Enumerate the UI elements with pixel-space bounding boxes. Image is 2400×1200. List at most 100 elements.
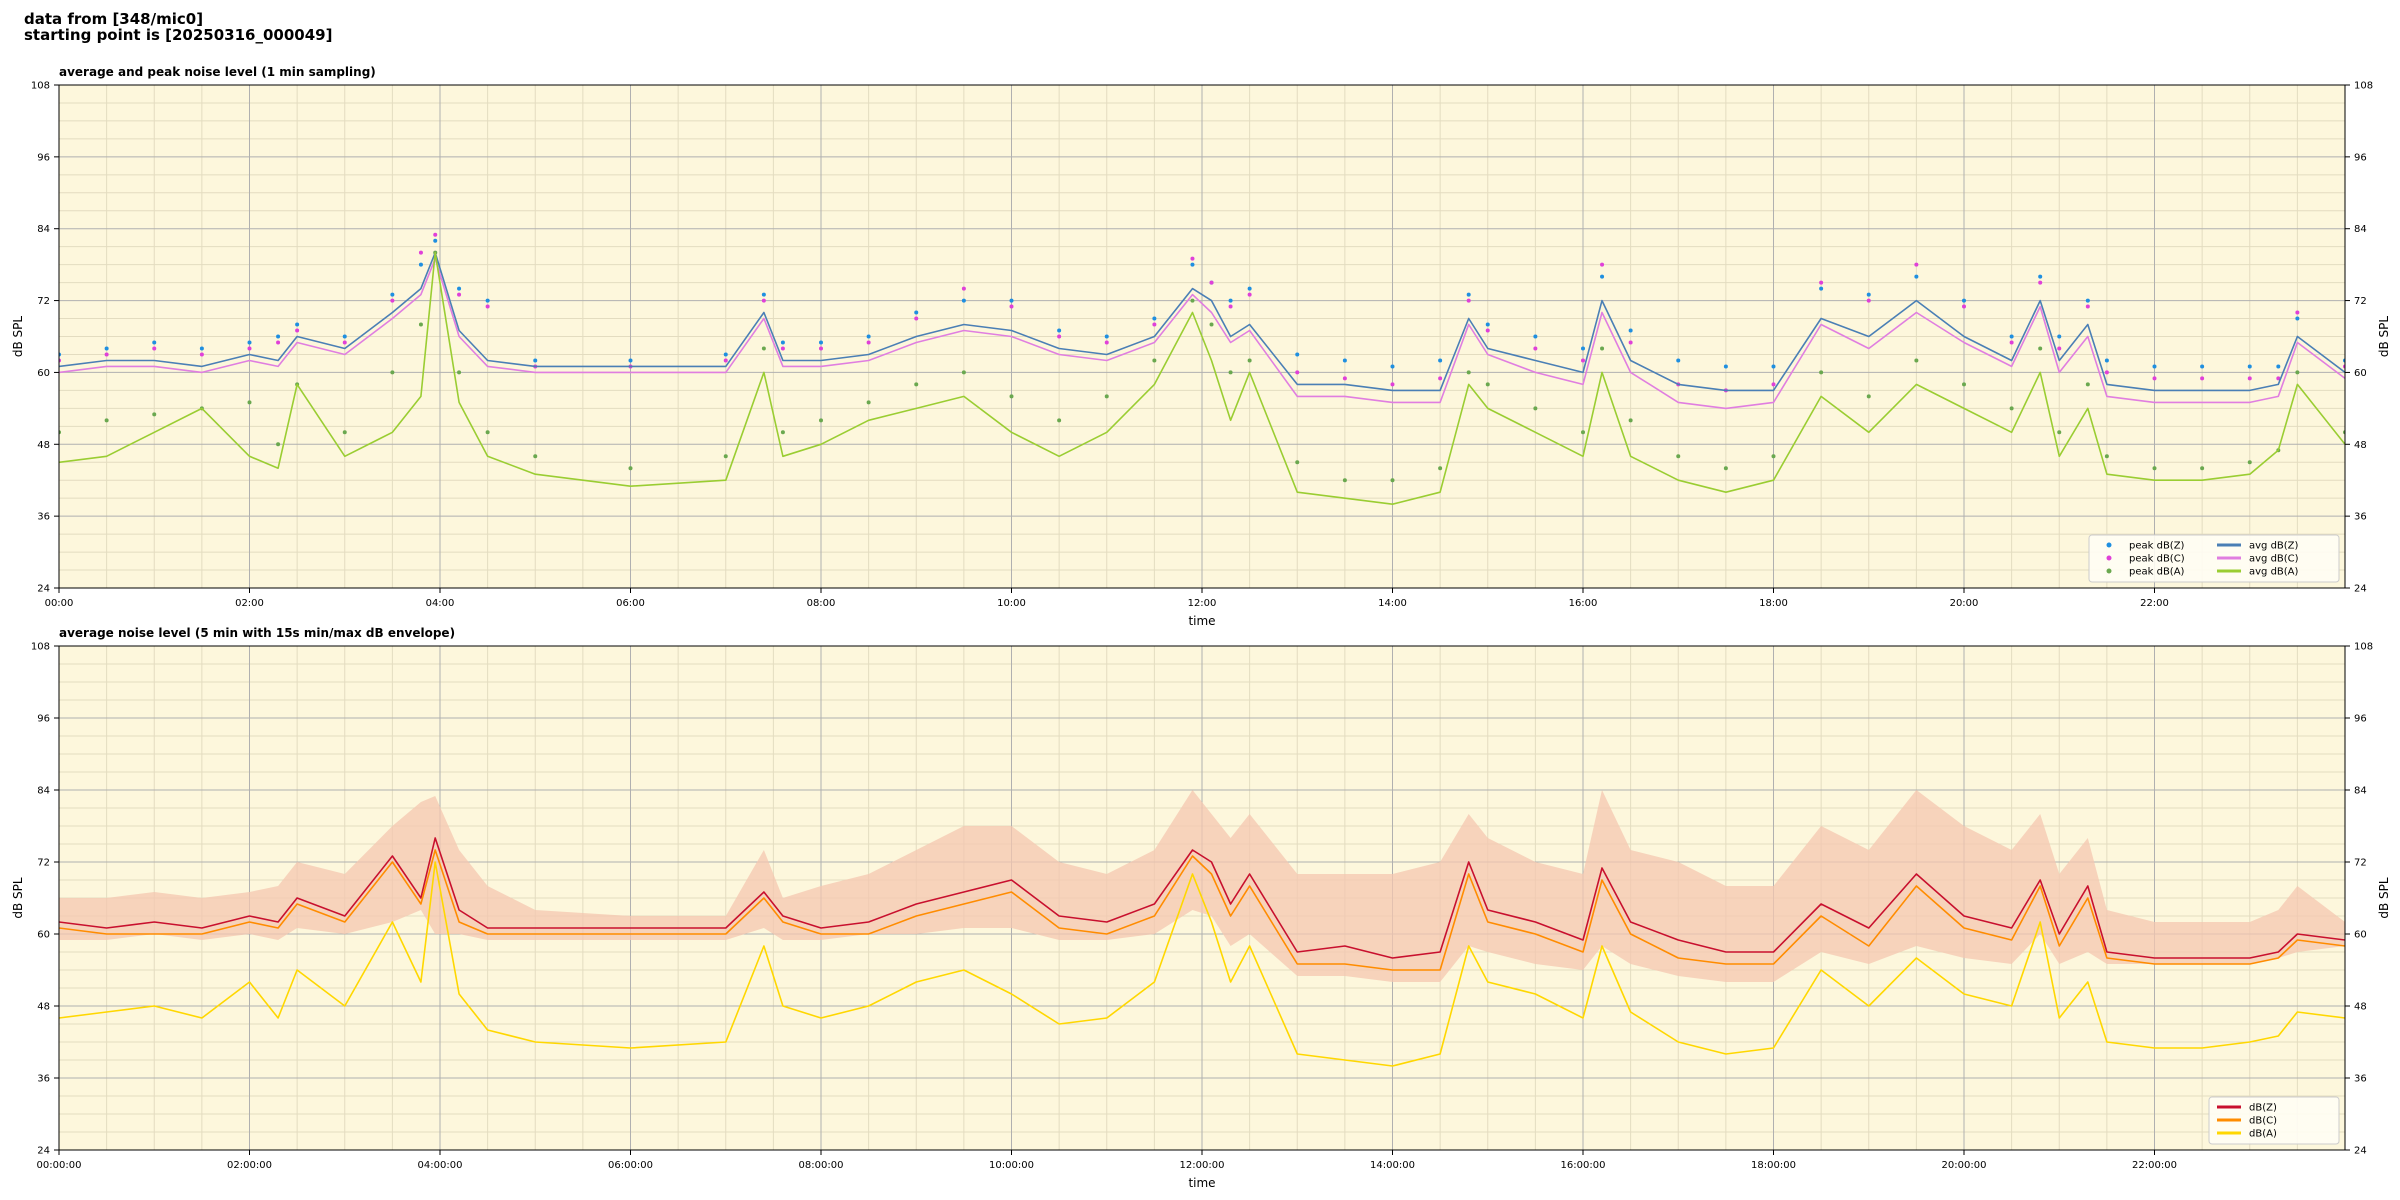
point-peak-db-a <box>2200 466 2205 471</box>
point-peak-db-c <box>1152 322 1157 327</box>
point-peak-db-c <box>1057 334 1062 339</box>
point-peak-db-a <box>1342 478 1347 483</box>
point-peak-db-a <box>2085 382 2090 387</box>
point-peak-db-z <box>1104 334 1109 339</box>
x-tick-label: 20:00 <box>1950 598 1979 609</box>
point-peak-db-z <box>2247 364 2252 369</box>
point-peak-db-c <box>1247 292 1252 297</box>
point-peak-db-c <box>1819 280 1824 285</box>
point-peak-db-c <box>295 328 300 333</box>
point-peak-db-z <box>433 238 438 243</box>
point-peak-db-a <box>1962 382 1966 387</box>
point-peak-db-a <box>1676 454 1681 459</box>
point-peak-db-c <box>2085 304 2090 309</box>
point-peak-db-a <box>1009 394 1014 399</box>
y-tick-label: 24 <box>37 1146 50 1157</box>
point-peak-db-z <box>761 292 766 297</box>
point-peak-db-a <box>1581 430 1585 435</box>
point-peak-db-z <box>1390 364 1395 369</box>
point-peak-db-z <box>2009 334 2014 339</box>
point-peak-db-a <box>457 370 462 375</box>
y-tick-label-right: 24 <box>2354 584 2367 595</box>
point-peak-db-a <box>819 418 823 423</box>
point-peak-db-c <box>1866 298 1871 303</box>
point-peak-db-z <box>199 346 204 351</box>
series-db-a <box>59 861 2345 1067</box>
point-peak-db-c <box>1600 262 1605 267</box>
point-peak-db-z <box>485 298 490 303</box>
y-tick-label-right: 48 <box>2354 1002 2367 1013</box>
header-data-source: data from [348/mic0] <box>24 10 204 28</box>
y-tick-label-right: 108 <box>2354 642 2373 653</box>
x-tick-label: 00:00 <box>45 598 74 609</box>
legend-marker <box>2106 542 2112 548</box>
y-axis-label-right: dB SPL <box>2377 316 2391 358</box>
point-peak-db-a <box>2038 346 2043 351</box>
point-peak-db-z <box>390 292 395 297</box>
point-peak-db-z <box>2152 364 2157 369</box>
point-peak-db-z <box>780 340 785 345</box>
x-tick-label: 02:00 <box>235 598 264 609</box>
point-peak-db-a <box>1190 298 1195 303</box>
point-peak-db-a <box>914 382 919 387</box>
point-peak-db-z <box>1914 274 1919 279</box>
x-tick-label: 18:00 <box>1759 598 1788 609</box>
point-peak-db-a <box>2152 466 2157 471</box>
point-peak-db-z <box>961 298 966 303</box>
x-tick-label: 12:00:00 <box>1180 1160 1225 1171</box>
point-peak-db-c <box>247 346 252 351</box>
y-tick-label-right: 60 <box>2354 368 2367 379</box>
point-peak-db-c <box>2152 376 2157 381</box>
y-tick-label: 96 <box>37 714 50 725</box>
x-tick-label: 16:00 <box>1569 598 1598 609</box>
point-peak-db-z <box>2295 316 2300 321</box>
point-peak-db-a <box>390 370 395 375</box>
point-peak-db-c <box>1771 382 1776 387</box>
point-peak-db-c <box>418 250 423 255</box>
point-peak-db-z <box>152 340 157 345</box>
point-peak-db-a <box>1485 382 1490 387</box>
point-peak-db-z <box>104 346 109 351</box>
legend-label: dB(A) <box>2249 1129 2277 1140</box>
point-peak-db-a <box>1533 406 1538 411</box>
x-tick-label: 22:00 <box>2140 598 2169 609</box>
legend-marker <box>2106 555 2112 561</box>
y-tick-label-right: 36 <box>2354 1074 2367 1085</box>
point-peak-db-c <box>723 358 728 363</box>
x-tick-label: 14:00 <box>1378 598 1407 609</box>
point-peak-db-c <box>2038 280 2043 285</box>
point-peak-db-z <box>1819 286 1824 291</box>
point-peak-db-a <box>247 400 252 405</box>
point-peak-db-z <box>1295 352 1300 357</box>
legend-label: peak dB(Z) <box>2129 541 2185 552</box>
point-peak-db-c <box>2104 370 2109 375</box>
x-tick-label: 04:00:00 <box>418 1160 463 1171</box>
point-peak-db-c <box>1466 298 1471 303</box>
x-tick-label: 10:00:00 <box>989 1160 1034 1171</box>
x-tick-label: 22:00:00 <box>2132 1160 2177 1171</box>
point-peak-db-a <box>2295 370 2300 375</box>
point-peak-db-z <box>1676 358 1681 363</box>
point-peak-db-z <box>1152 316 1157 321</box>
point-peak-db-z <box>2085 298 2090 303</box>
chart-panel-top: 24 24 36 36 48 48 60 60 72 72 84 84 96 96 108 108 00:00 0… <box>11 65 2391 628</box>
x-tick-label: 06:00:00 <box>608 1160 653 1171</box>
y-tick-label: 96 <box>37 152 50 163</box>
y-tick-label: 48 <box>37 440 50 451</box>
x-tick-label: 02:00:00 <box>227 1160 272 1171</box>
series-avg-db-c <box>59 257 2345 410</box>
y-tick-label-right: 24 <box>2354 1146 2367 1157</box>
point-peak-db-z <box>1342 358 1347 363</box>
point-peak-db-z <box>276 334 281 339</box>
point-peak-db-a <box>1295 460 1300 465</box>
point-peak-db-z <box>533 358 538 363</box>
point-peak-db-c <box>276 340 281 345</box>
point-peak-db-z <box>1228 298 1233 303</box>
point-peak-db-c <box>433 232 438 237</box>
y-tick-label-right: 84 <box>2354 786 2367 797</box>
point-peak-db-c <box>2247 376 2252 381</box>
chart-title: average and peak noise level (1 min samp… <box>59 65 376 79</box>
point-peak-db-c <box>1390 382 1395 387</box>
point-peak-db-z <box>1600 274 1605 279</box>
